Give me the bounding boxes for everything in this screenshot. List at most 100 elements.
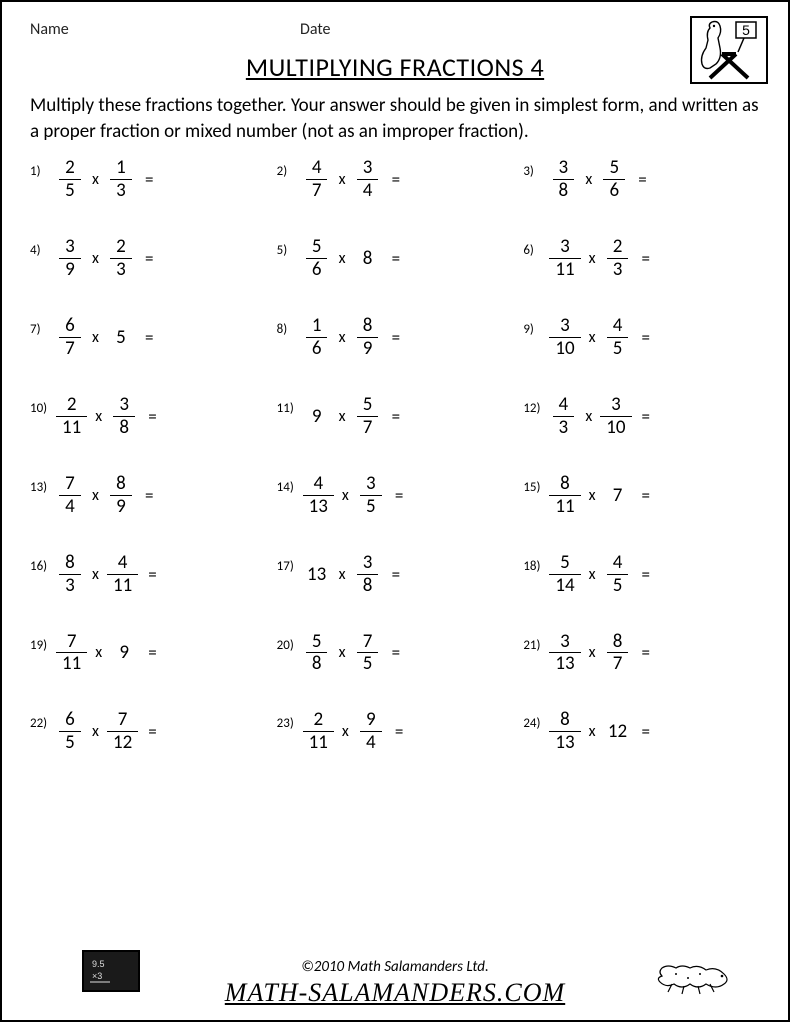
denominator: 7 (357, 416, 379, 438)
denominator: 5 (59, 179, 81, 201)
denominator: 3 (110, 258, 132, 280)
numerator: 9 (360, 710, 382, 731)
problem: 15) 8 11 x7= (523, 474, 760, 517)
numerator: 3 (554, 632, 576, 653)
numerator: 1 (306, 316, 328, 337)
multiply-symbol: x (84, 565, 107, 584)
denominator: 4 (357, 179, 379, 201)
fraction: 8 11 (549, 474, 580, 517)
equals-symbol: = (632, 406, 650, 427)
multiply-symbol: x (581, 565, 604, 584)
problem-number: 7) (30, 316, 56, 337)
multiply-symbol: x (331, 170, 354, 189)
numerator: 7 (357, 632, 379, 653)
multiply-symbol: x (331, 643, 354, 662)
denominator: 8 (357, 574, 379, 596)
equals-symbol: = (138, 564, 156, 585)
problem-number: 9) (523, 316, 549, 337)
fraction: 8 7 (604, 632, 632, 675)
fraction: 4 11 (107, 553, 138, 596)
problem-number: 8) (277, 316, 303, 337)
problems-grid: 1) 2 5 x 1 3 =2) 4 7 x 3 4 =3) 3 8 (30, 158, 760, 753)
denominator: 11 (56, 416, 87, 438)
numerator: 3 (357, 553, 379, 574)
problem-number: 12) (523, 395, 549, 416)
numerator: 2 (307, 710, 329, 731)
worksheet-title: MULTIPLYING FRACTIONS 4 (30, 51, 760, 83)
multiply-symbol: x (577, 407, 600, 426)
equals-symbol: = (632, 721, 650, 742)
fraction: 5 6 (600, 158, 628, 201)
multiply-symbol: x (84, 249, 107, 268)
problem: 22) 6 5 x 7 12 = (30, 710, 267, 753)
numerator: 3 (357, 158, 379, 179)
denominator: 8 (553, 179, 575, 201)
fraction: 3 10 (600, 395, 631, 438)
numerator: 7 (61, 632, 83, 653)
problem-number: 5) (277, 237, 303, 258)
fraction: 7 12 (107, 710, 138, 753)
problem-number: 4) (30, 237, 56, 258)
problem-number: 10) (30, 395, 56, 416)
fraction: 8 9 (354, 316, 382, 359)
problem-number: 11) (277, 395, 303, 416)
denominator: 10 (549, 337, 580, 359)
fraction: 4 5 (604, 316, 632, 359)
whole-number: 9 (303, 405, 331, 428)
fraction: 2 5 (56, 158, 84, 201)
equals-symbol: = (632, 485, 650, 506)
numerator: 2 (61, 395, 83, 416)
denominator: 6 (306, 258, 328, 280)
copyright-text: ©2010 Math Salamanders Ltd. (2, 958, 788, 976)
fraction: 5 8 (303, 632, 331, 675)
whole-number: 5 (107, 326, 135, 349)
fraction: 3 10 (549, 316, 580, 359)
numerator: 8 (59, 553, 81, 574)
numerator: 5 (603, 158, 625, 179)
numerator: 3 (113, 395, 135, 416)
brand-text: Math-Salamanders.com (2, 978, 788, 1008)
denominator: 7 (607, 652, 629, 674)
numerator: 1 (110, 158, 132, 179)
problem: 8) 1 6 x 8 9 = (277, 316, 514, 359)
numerator: 4 (112, 553, 134, 574)
fraction: 4 7 (303, 158, 331, 201)
multiply-symbol: x (87, 407, 110, 426)
problem: 12) 4 3 x 3 10 = (523, 395, 760, 438)
multiply-symbol: x (331, 407, 354, 426)
multiply-symbol: x (581, 249, 604, 268)
fraction: 5 7 (354, 395, 382, 438)
denominator: 4 (360, 731, 382, 753)
fraction: 2 11 (303, 710, 334, 753)
denominator: 4 (59, 495, 81, 517)
problem: 2) 4 7 x 3 4 = (277, 158, 514, 201)
problem: 5) 5 6 x8= (277, 237, 514, 280)
numerator: 4 (607, 553, 629, 574)
fraction: 9 4 (357, 710, 385, 753)
denominator: 3 (110, 179, 132, 201)
fraction: 7 11 (56, 632, 87, 675)
denominator: 11 (107, 574, 138, 596)
numerator: 8 (554, 474, 576, 495)
problem: 13) 7 4 x 8 9 = (30, 474, 267, 517)
numerator: 3 (553, 158, 575, 179)
grade-number: 5 (742, 22, 750, 38)
multiply-symbol: x (87, 643, 110, 662)
denominator: 8 (113, 416, 135, 438)
numerator: 8 (110, 474, 132, 495)
denominator: 7 (306, 179, 328, 201)
equals-symbol: = (135, 485, 153, 506)
grade-logo: 5 (690, 16, 768, 84)
denominator: 9 (357, 337, 379, 359)
numerator: 2 (59, 158, 81, 179)
problem: 9) 3 10 x 4 5 = (523, 316, 760, 359)
problem-number: 15) (523, 474, 549, 495)
date-label: Date (300, 20, 331, 39)
problem: 7) 6 7 x5= (30, 316, 267, 359)
equals-symbol: = (382, 327, 400, 348)
denominator: 9 (110, 495, 132, 517)
numerator: 8 (607, 632, 629, 653)
equals-symbol: = (385, 485, 403, 506)
denominator: 11 (549, 495, 580, 517)
fraction: 5 6 (303, 237, 331, 280)
